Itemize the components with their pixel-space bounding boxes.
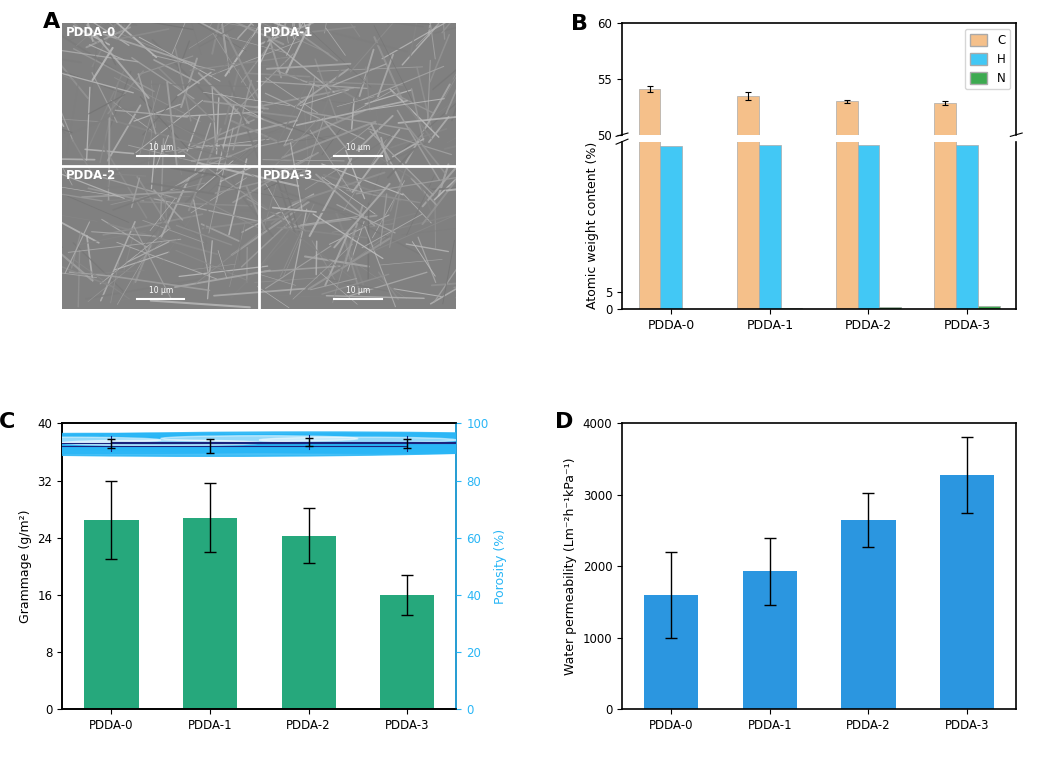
Bar [737, 128, 759, 309]
Bar [836, 101, 858, 692]
Y-axis label: Grammage (g/m²): Grammage (g/m²) [19, 510, 32, 623]
Bar [737, 96, 759, 692]
Y-axis label: Atomic weight content (%): Atomic weight content (%) [586, 142, 599, 309]
Bar [841, 520, 896, 709]
Text: PDDA-3: PDDA-3 [263, 169, 313, 182]
Circle shape [0, 433, 456, 453]
Bar [759, 152, 781, 692]
Text: 10 μm: 10 μm [148, 286, 173, 295]
Legend: C, H, N: C, H, N [965, 29, 1010, 89]
Bar [879, 685, 901, 692]
Y-axis label: Porosity (%): Porosity (%) [494, 529, 507, 604]
Text: 10 μm: 10 μm [345, 143, 370, 152]
Bar [84, 520, 139, 709]
Circle shape [0, 432, 653, 452]
Bar [781, 308, 803, 309]
Bar [183, 518, 237, 709]
Bar [281, 536, 336, 709]
Text: B: B [570, 14, 588, 34]
Circle shape [259, 437, 456, 443]
Bar [62, 166, 259, 309]
Text: C: C [0, 412, 16, 432]
Y-axis label: Water permeability (Lm⁻²h⁻¹kPa⁻¹): Water permeability (Lm⁻²h⁻¹kPa⁻¹) [564, 458, 578, 675]
Bar [858, 145, 879, 309]
Bar [759, 145, 781, 309]
Text: 10 μm: 10 μm [148, 143, 173, 152]
Bar [62, 23, 259, 166]
Bar [934, 103, 956, 692]
Bar [978, 306, 1000, 309]
Text: PDDA-1: PDDA-1 [263, 26, 313, 39]
Bar [661, 153, 682, 692]
Bar [934, 130, 956, 309]
Bar [639, 126, 661, 309]
Bar [858, 150, 879, 692]
Bar [956, 145, 978, 309]
Circle shape [161, 436, 358, 442]
Text: D: D [555, 412, 573, 432]
Bar [644, 595, 698, 709]
Legend: Grammage, Porosity: Grammage, Porosity [68, 429, 244, 452]
Text: PDDA-0: PDDA-0 [66, 26, 116, 39]
Text: 10 μm: 10 μm [345, 286, 370, 295]
Circle shape [62, 440, 259, 446]
Circle shape [0, 436, 555, 456]
Bar [978, 683, 1000, 692]
Bar [381, 595, 435, 709]
Bar [259, 166, 456, 309]
Circle shape [0, 437, 161, 443]
Bar [742, 571, 797, 709]
Text: PDDA-2: PDDA-2 [66, 169, 116, 182]
Bar [836, 130, 858, 309]
Bar [661, 146, 682, 309]
Text: A: A [43, 12, 60, 32]
Bar [781, 689, 803, 692]
Bar [259, 23, 456, 166]
Circle shape [62, 433, 752, 453]
Bar [879, 307, 901, 309]
Bar [956, 150, 978, 692]
Bar [639, 89, 661, 692]
Bar [940, 475, 994, 709]
